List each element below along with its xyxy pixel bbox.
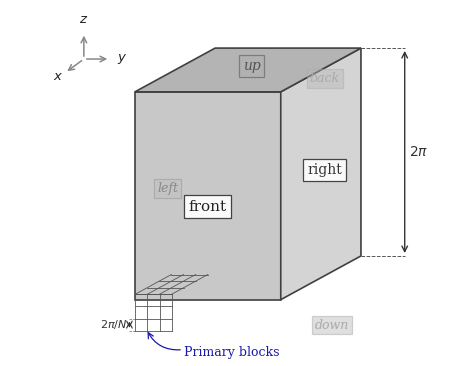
Text: down: down (315, 319, 349, 332)
Text: up: up (243, 59, 260, 73)
Text: back: back (310, 72, 340, 85)
Text: $y$: $y$ (117, 52, 127, 66)
Text: $x$: $x$ (53, 70, 64, 83)
Text: $2\pi/N$: $2\pi/N$ (100, 318, 128, 331)
Text: $2\pi$: $2\pi$ (410, 145, 429, 159)
Text: right: right (307, 163, 342, 177)
Polygon shape (135, 92, 281, 300)
Polygon shape (281, 48, 361, 300)
Text: front: front (189, 200, 227, 214)
Polygon shape (135, 48, 361, 92)
Text: $z$: $z$ (79, 13, 89, 26)
Text: left: left (157, 182, 178, 195)
Text: Primary blocks: Primary blocks (184, 346, 280, 359)
